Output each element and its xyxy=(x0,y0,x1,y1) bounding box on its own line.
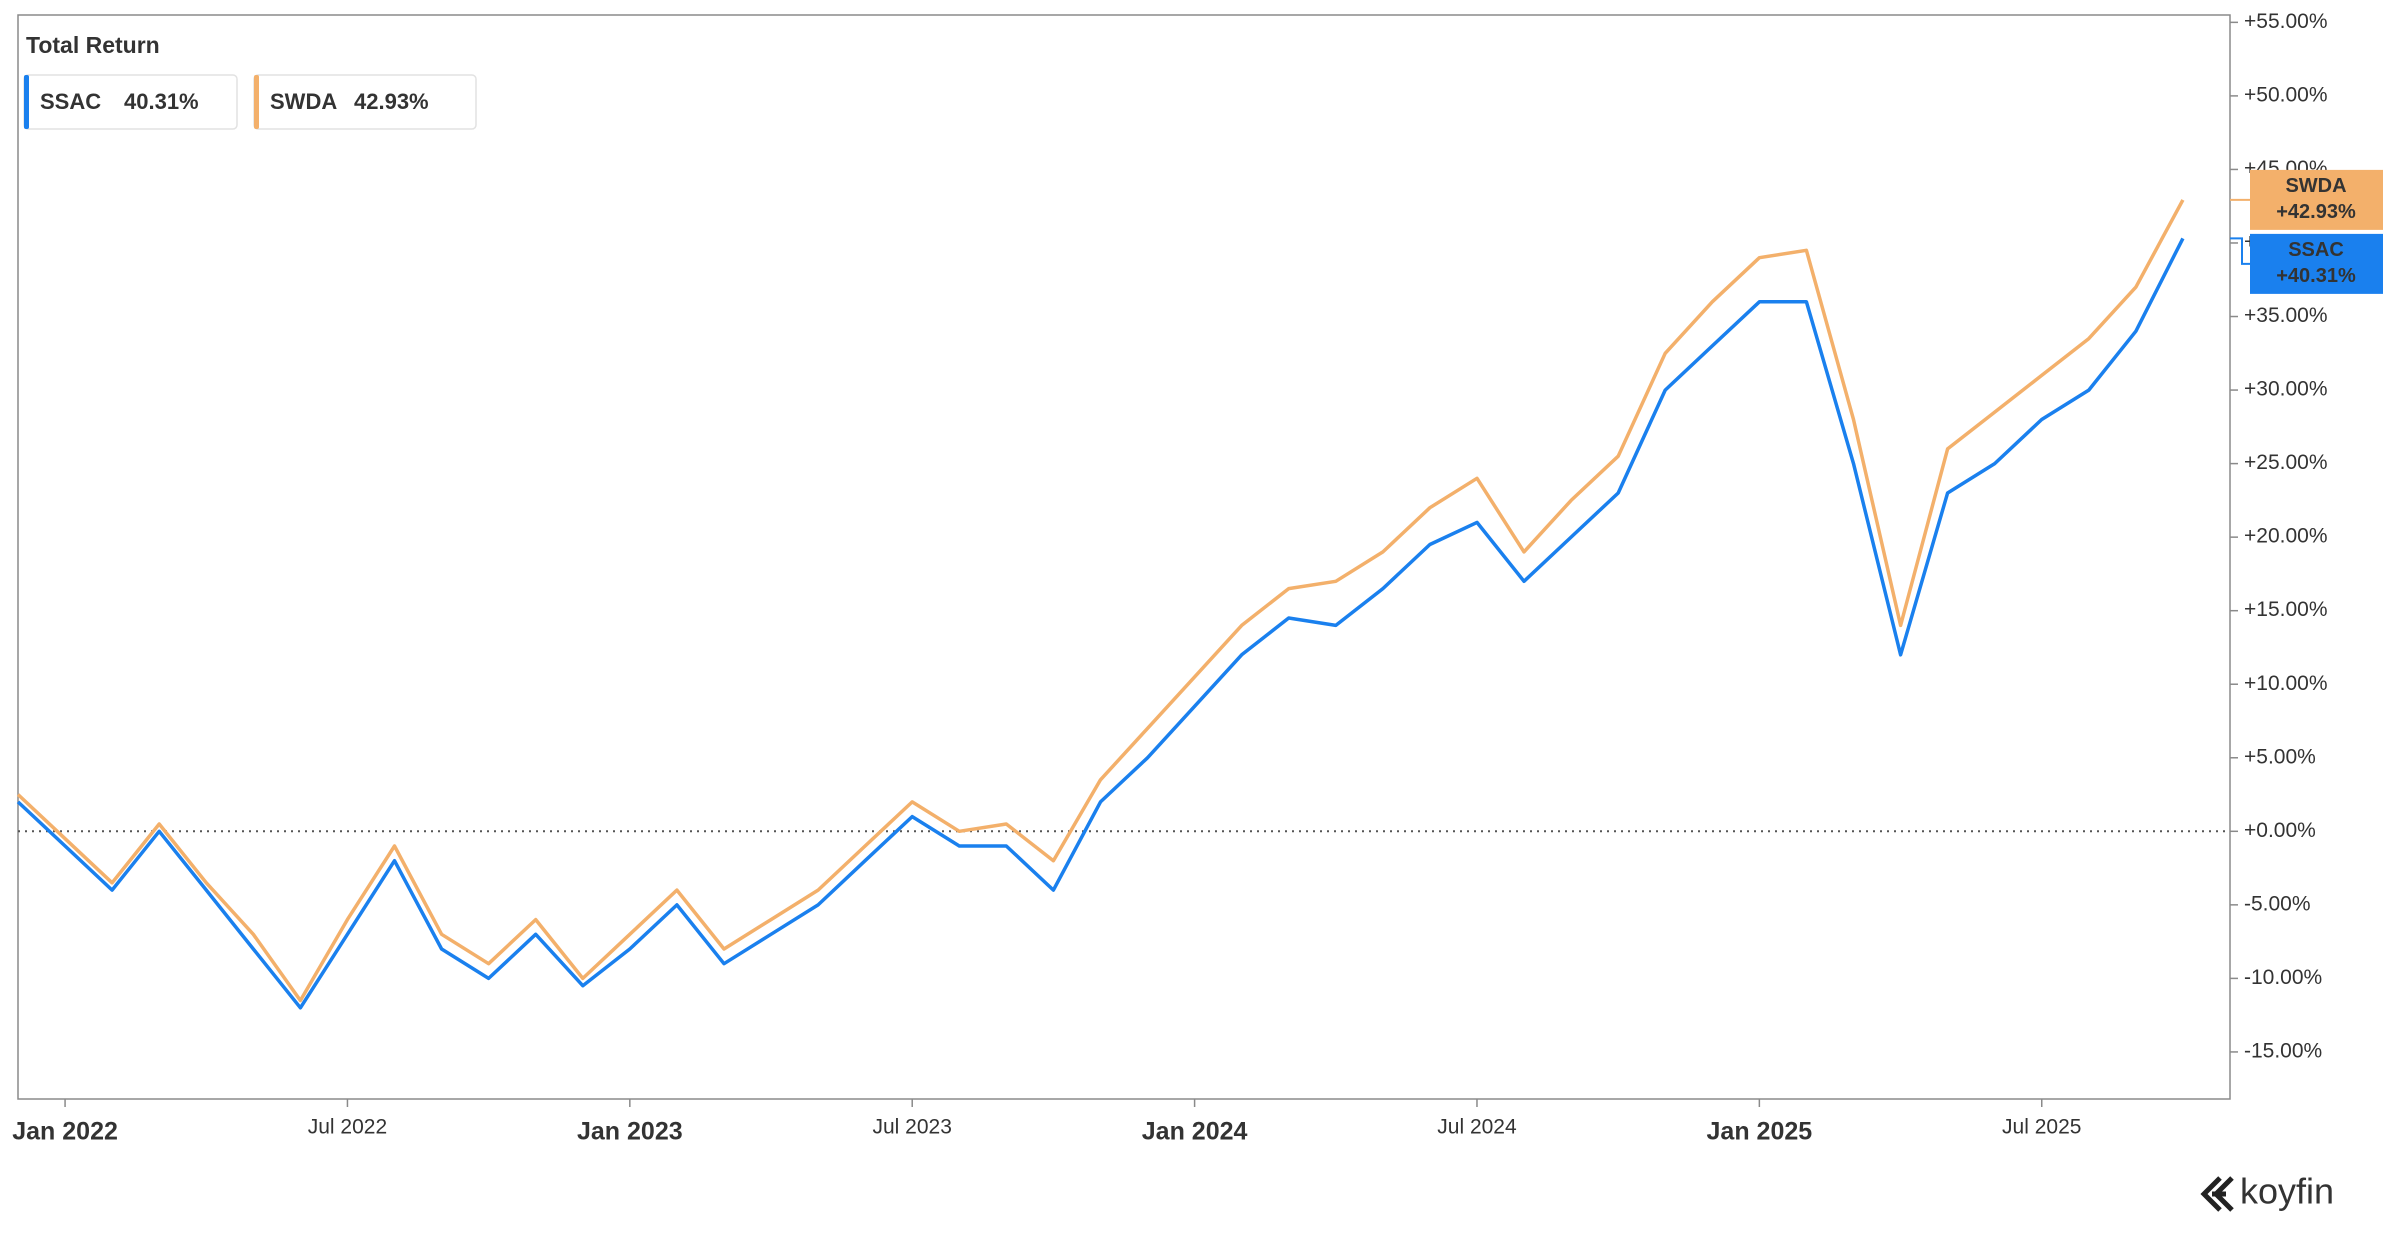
y-tick-label: +25.00% xyxy=(2244,451,2328,474)
y-tick-label: +35.00% xyxy=(2244,304,2328,327)
plot-frame xyxy=(17,14,2231,1100)
end-tag: SSAC +40.31% xyxy=(2230,233,2383,294)
y-tick-label: +55.00% xyxy=(2244,10,2328,33)
x-tick-label: Jan 2025 xyxy=(1707,1118,1813,1146)
legend-name: SSAC xyxy=(40,89,101,114)
brand-icon xyxy=(2200,1176,2234,1212)
y-tick-label: +10.00% xyxy=(2244,672,2328,695)
y-tick-label: -5.00% xyxy=(2244,892,2311,915)
end-tag: SWDA +42.93% xyxy=(2230,169,2383,230)
legend-value: 42.93% xyxy=(354,89,429,114)
legend-name: SWDA xyxy=(270,89,337,114)
legend-item: SWDA 42.93% xyxy=(253,74,477,130)
y-tick-label: +0.00% xyxy=(2244,819,2316,842)
end-tag-value: +42.93% xyxy=(2276,201,2356,223)
y-tick-label: -10.00% xyxy=(2244,966,2322,989)
y-tick-label: +5.00% xyxy=(2244,745,2316,768)
brand-text: koyfin xyxy=(2240,1171,2334,1212)
x-tick-label: Jan 2024 xyxy=(1142,1118,1248,1146)
x-tick-label: Jan 2023 xyxy=(577,1118,683,1146)
chart-title: Total Return xyxy=(26,32,160,58)
y-tick-label: +15.00% xyxy=(2244,598,2328,621)
series-line xyxy=(16,199,2185,1003)
y-tick-label: +20.00% xyxy=(2244,525,2328,548)
x-tick-label: Jul 2025 xyxy=(2002,1116,2081,1139)
end-tag-box xyxy=(2250,233,2383,294)
legend-value: 40.31% xyxy=(124,89,199,114)
x-tick-label: Jul 2022 xyxy=(308,1116,387,1139)
end-tag-box xyxy=(2250,169,2383,230)
x-tick-label: Jul 2023 xyxy=(873,1116,952,1139)
end-tag-name: SWDA xyxy=(2285,175,2346,197)
brand: koyfin xyxy=(2200,1171,2334,1212)
series-line xyxy=(16,237,2185,1010)
legend-swatch xyxy=(24,75,29,129)
legend-item: SSAC 40.31% xyxy=(23,74,238,130)
y-tick-label: +50.00% xyxy=(2244,83,2328,106)
end-tag-connector xyxy=(2230,237,2250,265)
x-tick-label: Jan 2022 xyxy=(12,1118,118,1146)
end-tag-name: SSAC xyxy=(2288,239,2344,261)
x-tick-label: Jul 2024 xyxy=(1437,1116,1517,1139)
legend-swatch xyxy=(254,75,259,129)
end-tag-value: +40.31% xyxy=(2276,265,2356,287)
y-tick-label: -15.00% xyxy=(2244,1039,2322,1062)
y-tick-label: +30.00% xyxy=(2244,378,2328,401)
